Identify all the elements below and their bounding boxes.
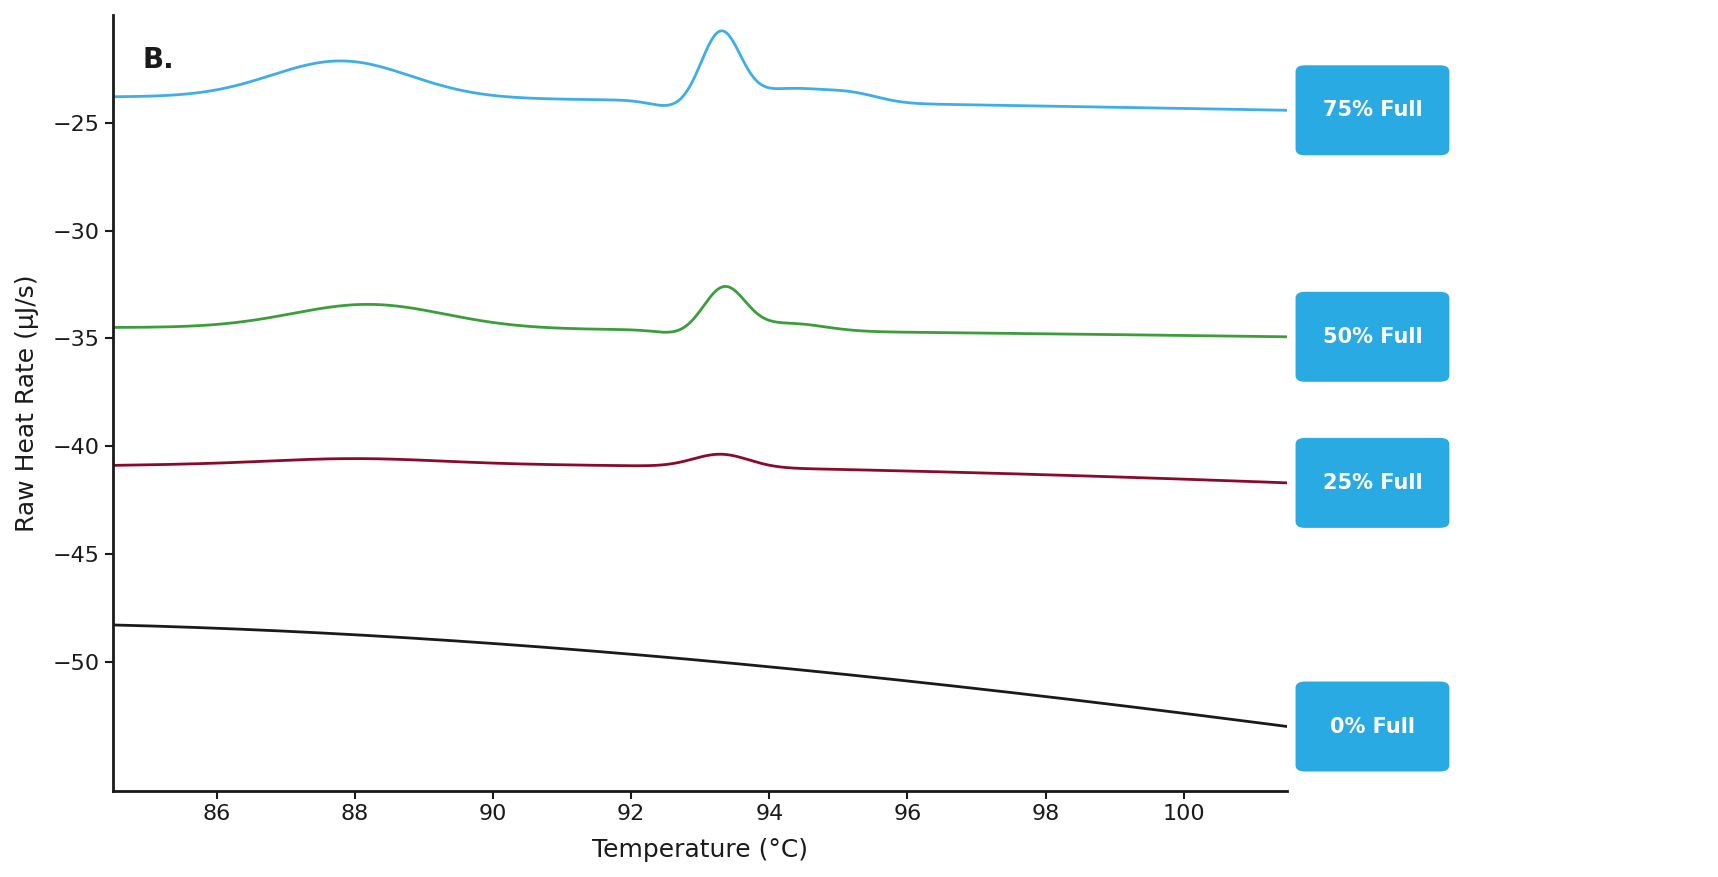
Text: 0% Full: 0% Full <box>1330 717 1416 737</box>
Text: 25% Full: 25% Full <box>1323 473 1423 493</box>
Y-axis label: Raw Heat Rate (μJ/s): Raw Heat Rate (μJ/s) <box>15 275 40 531</box>
FancyBboxPatch shape <box>1295 681 1450 772</box>
Text: 75% Full: 75% Full <box>1323 100 1423 120</box>
Text: B.: B. <box>143 46 174 74</box>
FancyBboxPatch shape <box>1295 438 1450 528</box>
Text: 50% Full: 50% Full <box>1323 327 1423 346</box>
FancyBboxPatch shape <box>1295 292 1450 381</box>
FancyBboxPatch shape <box>1295 65 1450 155</box>
X-axis label: Temperature (°C): Temperature (°C) <box>593 838 807 862</box>
